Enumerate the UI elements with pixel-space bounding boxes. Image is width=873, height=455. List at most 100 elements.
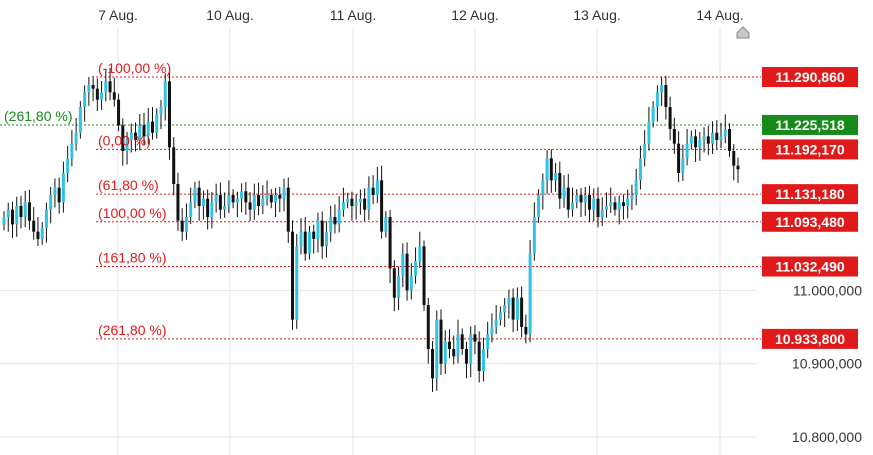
candle-body [291,231,295,320]
candle-body [227,195,231,206]
candle-body [337,209,341,225]
price-tag [762,328,858,349]
candle-body [490,327,494,335]
price-tags: 11.290,860 11.225,518 11.192,170 11.131,180… [762,67,858,349]
candle-body [494,319,498,327]
candle-body [320,220,324,247]
x-tick-label: 10 Aug. [206,7,254,23]
candle-body [609,202,613,206]
level-label: (261,80 %) [4,108,72,124]
candle-body [532,217,536,254]
x-tick-label: 11 Aug. [330,7,376,23]
candle-body [405,253,409,291]
candle-body [681,158,685,173]
candle-body [409,275,413,291]
price-tag [762,67,858,88]
candle-body [66,158,70,173]
candle-body [363,198,367,210]
candle-body [719,136,723,140]
candle-body [100,92,104,100]
candle-body [706,136,710,144]
candle-body [660,85,664,93]
candle-body [244,191,248,203]
candle-body [664,85,668,107]
x-axis-ticks: 7 Aug. 10 Aug. 11 Aug. 12 Aug. 13 Aug. 14 Aug… [98,7,744,23]
candle-body [638,158,642,181]
candle-body [414,261,418,276]
candle-body [541,180,545,195]
candle-body [49,195,53,210]
candle-body [677,143,681,173]
candle-body [613,202,617,210]
level-label: (61,80 %) [98,177,159,193]
candle-body [108,81,112,93]
candle-body [723,129,727,137]
candle-body [672,129,676,144]
price-tag-label: 10.933,800 [775,331,845,347]
candle-body [643,143,647,159]
candle-body [341,202,345,210]
candle-body [312,231,316,239]
candle-body [167,81,171,148]
candle-body [201,198,205,206]
candle-body [524,327,528,335]
candle-body [736,165,740,170]
candle-body [537,195,541,217]
candle-body [210,202,214,217]
candle-body [193,187,197,203]
candle-body [571,202,575,210]
candle-body [443,341,447,364]
candle-body [388,217,392,269]
candle-body [728,129,732,151]
candle-body [579,195,583,203]
candle-body [367,187,371,210]
candle-body [515,297,519,320]
candle-body [252,195,256,210]
candle-body [155,114,159,133]
candle-body [371,187,375,195]
candle-body [511,297,515,320]
candle-body [299,231,303,247]
price-tag-label: 11.192,170 [775,141,845,157]
candle-body [600,209,604,217]
candle-body [380,180,384,232]
candle-body [303,231,307,254]
candle-body [354,202,358,206]
candle-body [329,217,333,232]
candle-body [711,132,715,144]
candle-body [651,107,655,122]
candle-body [647,121,651,144]
candle-body [44,209,48,228]
candle-body [282,187,286,199]
candle-body [333,217,337,225]
candle-body [486,334,490,349]
candle-body [626,198,630,206]
candle-body [469,334,473,364]
candle-body [40,228,44,239]
candle-body [206,198,210,217]
candle-body [112,92,116,100]
candle-body [447,341,451,349]
candle-body [70,143,74,159]
candle-body [257,195,261,206]
scroll-up-icon[interactable] [736,26,750,39]
candle-body [324,231,328,247]
candle-body [375,180,379,195]
candle-body [197,187,201,206]
candle-body [265,195,269,199]
candle-body [316,220,320,239]
candle-body [138,125,142,140]
candle-body [278,195,282,199]
price-tag-label: 11.290,860 [775,69,845,85]
price-tag-label: 11.131,180 [775,186,845,202]
candle-body [172,147,176,184]
candle-body [528,253,532,335]
candle-body [2,217,6,225]
level-label: (261,80 %) [98,322,166,338]
price-tag-label: 11.225,518 [775,117,845,133]
y-axis-ticks: 11.000,000 10.900,000 10.800,000 [792,282,862,445]
candle-body [91,85,95,89]
candle-body [698,140,702,148]
candle-body [481,349,485,371]
candle-body [604,206,608,210]
